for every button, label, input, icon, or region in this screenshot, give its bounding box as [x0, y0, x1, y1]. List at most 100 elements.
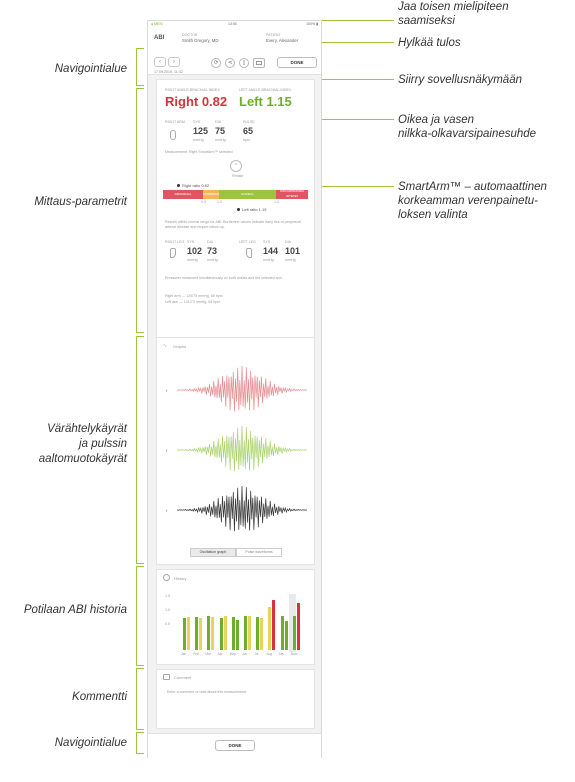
history-bar	[244, 615, 247, 650]
callout-comment: Kommentti	[72, 691, 127, 703]
sys-caption: SYS	[193, 120, 201, 124]
history-bar	[260, 617, 264, 650]
callout-share-2: saamiseksi	[398, 15, 455, 27]
history-title: History	[174, 576, 187, 581]
history-ytick-3: 0.5	[165, 622, 170, 626]
left-leg-sys-caption: SYS	[263, 240, 271, 244]
left-leg-sys: 144	[263, 246, 279, 256]
share-button[interactable]: ⋖	[225, 58, 235, 68]
left-abi-caption: LEFT ANKLE-BRACHIAL INDEX	[239, 88, 292, 92]
left-leg-dia-caption: DIA	[285, 240, 291, 244]
right-leg-icon	[170, 248, 176, 258]
arm-dia-value: 75	[215, 126, 226, 136]
smartarm-note: Measurement: Right SmartArm™ selected	[165, 150, 233, 154]
tablet-screen: ● MESI 13:00 100% ▮ ABI DOCTOR Smith Gre…	[147, 20, 322, 758]
trash-icon: ▯	[242, 60, 246, 66]
left-leg-dia: 101	[285, 246, 301, 256]
history-x-label: Feb	[193, 652, 199, 656]
retake-circle-button[interactable]: ⌃	[230, 160, 242, 172]
history-bar	[235, 620, 239, 650]
comment-input[interactable]: Enter a comment or note about this measu…	[167, 690, 247, 694]
bracket-comment	[136, 668, 144, 730]
history-bar	[248, 616, 251, 650]
left-summary: Left arm — 121/73 mmHg, 64 bpm	[165, 300, 221, 304]
history-bar	[231, 617, 235, 650]
right-leg-dia-caption: DIA	[207, 240, 213, 244]
right-leg-dia: 73	[207, 246, 218, 256]
history-current-highlight	[289, 594, 296, 652]
history-x-label: Jul	[254, 652, 259, 656]
forward-button[interactable]: ›	[168, 57, 180, 67]
wave-icon-1: ◖	[165, 388, 169, 394]
bracket-navigation	[136, 48, 144, 86]
wave-green-path	[176, 425, 308, 472]
comment-icon	[163, 674, 170, 680]
scale-borderline: BORDERLINE	[203, 190, 220, 199]
done-button-top[interactable]: DONE	[277, 57, 317, 68]
dia-unit: mmHg	[215, 138, 226, 142]
history-bar	[280, 616, 284, 650]
right-leg-caption: RIGHT LEG	[165, 240, 185, 244]
scale-tick-3: 1.4	[274, 200, 279, 204]
history-chart	[181, 584, 303, 650]
bracket-measurement	[136, 88, 144, 333]
wave-icon-2: ◖	[165, 448, 169, 454]
dia-caption: DIA	[215, 120, 221, 124]
done-button-bottom[interactable]: DONE	[215, 740, 255, 751]
history-x-label: Jun	[242, 652, 248, 656]
retake-label: Retake	[232, 174, 244, 178]
abi-scale: ABNORMAL BORDERLINE NORMAL NONCOMPRESSIB…	[163, 190, 308, 199]
carrier-label: ● MESI	[151, 22, 163, 26]
right-ratio-marker	[177, 184, 180, 187]
doctor-name: Smith Gregory, MD	[182, 38, 219, 43]
bracket-bottom-nav	[136, 732, 144, 754]
history-bar	[219, 617, 223, 650]
history-ytick-1: 1.5	[165, 594, 170, 598]
history-x-axis: Jan Feb Mar Apr May Jun Jul Aug Sep Now	[181, 652, 303, 660]
wave-black-path	[176, 485, 308, 532]
comment-card: Comment Enter a comment or note about th…	[156, 669, 315, 729]
history-bar	[272, 599, 276, 650]
retake-button[interactable]: ⟳	[211, 58, 221, 68]
history-ytick-2: 1.0	[165, 608, 170, 612]
back-button[interactable]: ‹	[154, 57, 166, 67]
wave-red-path	[176, 365, 308, 412]
callout-waveforms-1: Värähtelykäyrät	[47, 423, 127, 435]
left-abi-value: Left 1.15	[239, 94, 292, 109]
patient-name: Every, Alexander	[266, 38, 299, 43]
callout-smartarm-1: SmartArm™ – automaattinen	[398, 181, 547, 193]
history-bar	[284, 621, 288, 650]
history-bar	[223, 616, 227, 650]
result-info-text: Results within normal range for ABI. Bor…	[165, 220, 301, 229]
callout-waveforms-3: aaltomuotokäyrät	[38, 453, 127, 465]
app-view-button[interactable]	[253, 58, 265, 68]
reject-button[interactable]: ▯	[239, 58, 249, 68]
battery-label: 100% ▮	[306, 22, 318, 26]
callout-navigation-area-bottom: Navigointialue	[54, 737, 127, 749]
arm-sys-value: 125	[193, 126, 209, 136]
history-bar	[256, 616, 260, 650]
graph-icon: ∿	[163, 343, 168, 349]
share-icon: ⋖	[227, 60, 233, 66]
scale-tick-2: 1.0	[217, 200, 222, 204]
arm-pulse-value: 65	[243, 126, 254, 136]
oscillation-wave-left-leg	[176, 425, 308, 472]
callout-waveforms-2: ja pulssin	[79, 438, 127, 450]
waveform-svg	[176, 365, 308, 532]
graphs-card: ∿ Graphs ◖ ◖ ◖ Oscillation graph Pulse w…	[156, 337, 315, 565]
tab-pulse-waveforms[interactable]: Pulse waveforms	[236, 548, 282, 557]
callout-ratio-2: nilkka-olkavarsipainesuhde	[398, 128, 537, 140]
callout-app-view: Siirry sovellusnäkymään	[398, 74, 522, 86]
measurement-date: 17.09.2019, 11:42	[154, 70, 183, 74]
history-x-label: Sep	[278, 652, 285, 656]
comment-title: Comment	[174, 675, 192, 680]
leg-note: Pressures measured simultaneously on bot…	[165, 276, 283, 280]
sys-unit: mmHg	[193, 138, 204, 142]
callout-abi-history: Potilaan ABI historia	[23, 604, 127, 616]
left-leg-sys-unit: mmHg	[263, 258, 274, 262]
right-leg-dia-unit: mmHg	[207, 258, 218, 262]
history-x-label: Aug	[266, 652, 273, 656]
tab-oscillation-graph[interactable]: Oscillation graph	[190, 548, 236, 557]
history-bar	[183, 617, 186, 650]
oscillation-wave-right-arm	[176, 365, 308, 412]
